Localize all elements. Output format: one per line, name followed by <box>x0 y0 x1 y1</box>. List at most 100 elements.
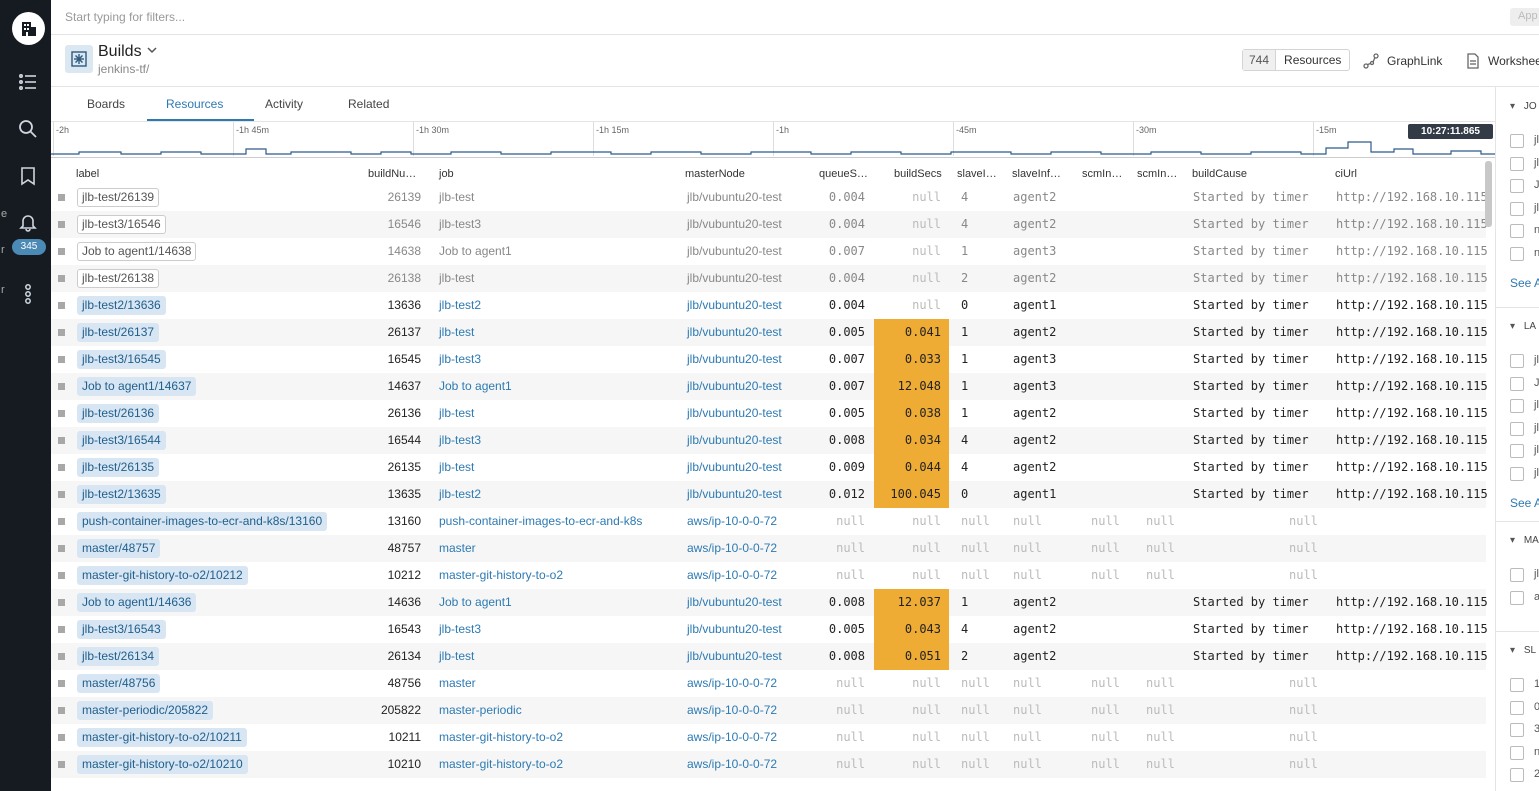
table-row[interactable]: master/48757 48757 master aws/ip-10-0-0-72 n… <box>51 535 1486 562</box>
resources-count-button[interactable]: 744 Resources <box>1242 49 1351 71</box>
column-header[interactable]: buildCause <box>1192 168 1248 180</box>
filter-checkbox[interactable] <box>1510 421 1524 436</box>
filter-checkbox[interactable] <box>1510 201 1524 216</box>
row-select-icon[interactable] <box>58 194 65 201</box>
table-row[interactable]: Job to agent1/14636 14636 Job to agent1 jlb… <box>51 589 1488 616</box>
column-header[interactable]: job <box>439 168 454 180</box>
row-select-icon[interactable] <box>58 221 65 228</box>
label-chip[interactable]: jlb-test2/13636 <box>77 296 166 315</box>
table-row[interactable]: push-container-images-to-ecr-and-k8s/131… <box>51 508 1486 535</box>
label-chip[interactable]: master-git-history-to-o2/10211 <box>77 728 247 747</box>
row-select-icon[interactable] <box>58 518 65 525</box>
row-select-icon[interactable] <box>58 680 65 687</box>
filter-checkbox[interactable] <box>1510 134 1524 148</box>
row-select-icon[interactable] <box>58 437 65 444</box>
table-row[interactable]: Job to agent1/14638 14638 Job to agent1 jlb… <box>51 238 1488 265</box>
label-chip[interactable]: master-git-history-to-o2/10210 <box>77 755 248 774</box>
row-select-icon[interactable] <box>58 761 65 768</box>
filter-checkbox[interactable] <box>1510 399 1524 414</box>
label-chip[interactable]: jlb-test/26134 <box>77 647 160 666</box>
filter-checkbox[interactable] <box>1510 179 1524 194</box>
timeline[interactable]: -2h -1h 45m -1h 30m -1h 15m -1h -45m -30… <box>51 122 1495 158</box>
column-header[interactable]: label <box>76 168 100 180</box>
label-chip[interactable]: jlb-test/26138 <box>77 269 160 288</box>
see-all-link[interactable]: See A <box>1510 495 1539 510</box>
column-header[interactable]: slaveI… <box>957 168 997 180</box>
table-row[interactable]: master-git-history-to-o2/10210 10210 maste… <box>51 751 1486 778</box>
apply-button[interactable]: App <box>1510 8 1539 26</box>
chevron-down-icon[interactable] <box>147 44 157 58</box>
filter-bar[interactable]: Start typing for filters... App <box>51 0 1539 35</box>
label-chip[interactable]: jlb-test3/16546 <box>77 215 166 234</box>
table-row[interactable]: master-periodic/205822 205822 master-perio… <box>51 697 1486 724</box>
table-row[interactable]: master-git-history-to-o2/10212 10212 maste… <box>51 562 1486 589</box>
tab-boards[interactable]: Boards <box>87 97 126 111</box>
more-vertical-icon[interactable] <box>16 282 40 306</box>
table-row[interactable]: jlb-test/26138 26138 jlb-test jlb/vubuntu20… <box>51 265 1488 292</box>
label-chip[interactable]: jlb-test/26136 <box>77 404 160 423</box>
tab-resources[interactable]: Resources <box>166 97 224 111</box>
graphlink-button[interactable]: GraphLink <box>1363 53 1442 69</box>
label-chip[interactable]: jlb-test/26135 <box>77 458 160 477</box>
row-select-icon[interactable] <box>58 356 65 363</box>
table-row[interactable]: jlb-test2/13636 13636 jlb-test2 jlb/vubuntu… <box>51 292 1488 319</box>
filter-checkbox[interactable] <box>1510 700 1524 715</box>
grid-scrollbar[interactable] <box>1485 161 1492 227</box>
row-select-icon[interactable] <box>58 491 65 498</box>
table-row[interactable]: jlb-test/26137 26137 jlb-test jlb/vubuntu20… <box>51 319 1488 346</box>
bookmark-icon[interactable] <box>16 164 40 188</box>
row-select-icon[interactable] <box>58 707 65 714</box>
filter-checkbox[interactable] <box>1510 224 1524 239</box>
row-select-icon[interactable] <box>58 410 65 417</box>
label-chip[interactable]: master-periodic/205822 <box>77 701 214 720</box>
row-select-icon[interactable] <box>58 599 65 606</box>
search-icon[interactable] <box>16 117 40 141</box>
table-row[interactable]: jlb-test3/16545 16545 jlb-test3 jlb/vubuntu… <box>51 346 1488 373</box>
label-chip[interactable]: jlb-test2/13635 <box>77 485 166 504</box>
label-chip[interactable]: jlb-test/26137 <box>77 323 160 342</box>
filter-checkbox[interactable] <box>1510 590 1524 605</box>
label-chip[interactable]: jlb-test3/16543 <box>77 620 166 639</box>
row-select-icon[interactable] <box>58 626 65 633</box>
filter-checkbox[interactable] <box>1510 745 1524 760</box>
table-row[interactable]: Job to agent1/14637 14637 Job to agent1 jlb… <box>51 373 1488 400</box>
worksheet-button[interactable]: Workshee <box>1466 53 1539 69</box>
table-row[interactable]: jlb-test/26136 26136 jlb-test jlb/vubuntu20… <box>51 400 1488 427</box>
table-row[interactable]: jlb-test/26139 26139 jlb-test jlb/vubuntu20… <box>51 184 1488 211</box>
filter-checkbox[interactable] <box>1510 247 1524 261</box>
label-chip[interactable]: master-git-history-to-o2/10212 <box>77 566 248 585</box>
label-chip[interactable]: Job to agent1/14636 <box>77 593 197 612</box>
row-select-icon[interactable] <box>58 302 65 309</box>
row-select-icon[interactable] <box>58 734 65 741</box>
filter-checkbox[interactable] <box>1510 354 1524 368</box>
label-chip[interactable]: Job to agent1/14638 <box>77 242 197 261</box>
column-header[interactable]: buildNu… <box>368 168 417 180</box>
label-chip[interactable]: Job to agent1/14637 <box>77 377 197 396</box>
label-chip[interactable]: jlb-test3/16544 <box>77 431 166 450</box>
table-row[interactable]: jlb-test3/16544 16544 jlb-test3 jlb/vubuntu… <box>51 427 1488 454</box>
filter-input[interactable]: Start typing for filters... <box>65 10 186 24</box>
row-select-icon[interactable] <box>58 545 65 552</box>
column-header[interactable]: buildSecs <box>894 168 942 180</box>
filter-checkbox[interactable] <box>1510 467 1524 481</box>
table-row[interactable]: jlb-test3/16546 16546 jlb-test3 jlb/vubuntu… <box>51 211 1488 238</box>
row-select-icon[interactable] <box>58 572 65 579</box>
tab-related[interactable]: Related <box>348 97 390 111</box>
filter-section-header[interactable]: ▾ JO <box>1510 101 1537 112</box>
table-row[interactable]: jlb-test3/16543 16543 jlb-test3 jlb/vubuntu… <box>51 616 1488 643</box>
row-select-icon[interactable] <box>58 383 65 390</box>
org-logo-icon[interactable] <box>12 12 45 45</box>
filter-checkbox[interactable] <box>1510 723 1524 738</box>
table-row[interactable]: master/48756 48756 master aws/ip-10-0-0-72 n… <box>51 670 1486 697</box>
row-select-icon[interactable] <box>58 464 65 471</box>
column-header[interactable]: scmIn… <box>1082 168 1123 180</box>
column-header[interactable]: slaveInf… <box>1012 168 1061 180</box>
filter-checkbox[interactable] <box>1510 678 1524 692</box>
row-select-icon[interactable] <box>58 653 65 660</box>
filter-section-header[interactable]: ▾ LA <box>1510 321 1536 332</box>
filter-section-header[interactable]: ▾ SL <box>1510 645 1536 656</box>
filter-section-header[interactable]: ▾ MA <box>1510 535 1539 546</box>
column-header[interactable]: queueS… <box>819 168 868 180</box>
column-header[interactable]: masterNode <box>685 168 745 180</box>
row-select-icon[interactable] <box>58 329 65 336</box>
